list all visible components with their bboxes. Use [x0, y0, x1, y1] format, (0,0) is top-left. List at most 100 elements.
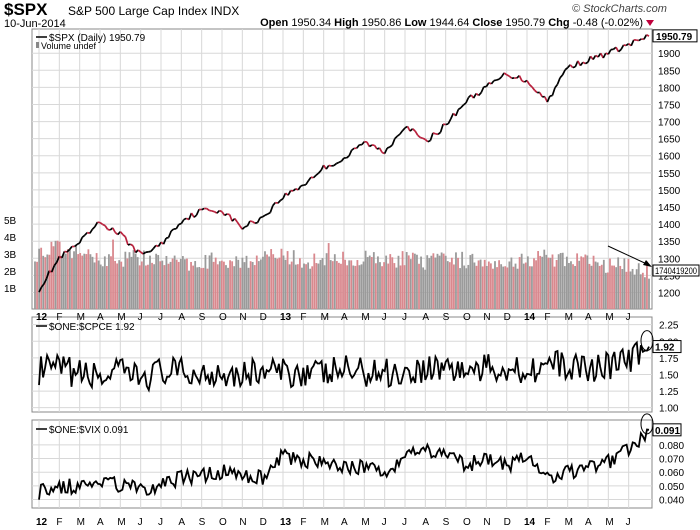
volume-bar [619, 265, 622, 309]
x-tick-label-top: M [77, 312, 85, 323]
price-segment [269, 205, 274, 213]
volume-bar [225, 265, 227, 309]
price-tick-label: 1200 [658, 288, 681, 299]
close-value: 1950.79 [505, 17, 546, 29]
volume-bar [574, 265, 576, 309]
price-segment [445, 123, 449, 126]
volume-bar [190, 261, 192, 309]
x-tick-label-top: J [138, 312, 143, 323]
x-tick-label-bottom: 12 [36, 517, 48, 528]
x-tick-label-bottom: M [77, 517, 85, 528]
volume-bar [594, 261, 597, 309]
volume-bar [103, 256, 106, 309]
volume-bar [81, 255, 84, 309]
price-segment [607, 49, 612, 55]
volume-bar [208, 255, 211, 309]
price-segment [508, 75, 513, 79]
open-label: Open [260, 17, 289, 29]
x-tick-label-top: D [260, 312, 267, 323]
volume-bar [461, 251, 464, 309]
price-segment [528, 84, 533, 88]
volume-bar [34, 261, 36, 309]
volume-bar [276, 258, 279, 309]
volume-bar [220, 260, 223, 309]
volume-bar [85, 254, 88, 309]
price-segment [267, 211, 271, 215]
x-tick-label-top: F [300, 312, 306, 323]
price-segment [282, 192, 287, 200]
volume-bar [42, 255, 45, 309]
volume-bar [278, 257, 281, 309]
volume-bar [457, 257, 459, 309]
price-segment [625, 43, 630, 47]
volume-bar [105, 266, 108, 309]
volume-bar [317, 263, 320, 309]
volume-bar [430, 255, 433, 309]
price-tick-label: 1400 [658, 220, 681, 231]
price-segment [53, 261, 58, 267]
price-tick-label: 1550 [658, 169, 681, 180]
x-tick-label-bottom: F [300, 517, 306, 528]
volume-bar [623, 258, 626, 309]
price-segment [104, 225, 109, 230]
volume-bar [259, 259, 262, 309]
price-segment [549, 94, 553, 97]
price-segment [620, 44, 625, 50]
price-segment [399, 130, 404, 135]
volume-bar [186, 258, 188, 309]
price-tick-label: 1700 [658, 118, 681, 129]
volume-bar [370, 257, 373, 309]
volume-bar [155, 253, 158, 309]
volume-bar [284, 259, 287, 309]
x-tick-label-bottom: A [97, 517, 104, 528]
volume-bar [274, 257, 277, 309]
price-segment [412, 128, 416, 132]
volume-bar [280, 248, 283, 309]
price-segment [391, 138, 396, 146]
volume-bar [253, 265, 256, 309]
price-segment [81, 234, 86, 239]
volume-bar [592, 255, 595, 309]
volume-bar [481, 266, 484, 309]
volume-bar [438, 255, 441, 309]
x-tick-label-top: N [483, 312, 490, 323]
x-tick-label-top: O [219, 312, 227, 323]
price-segment [111, 227, 116, 233]
volume-bar [465, 268, 468, 309]
x-tick-label-bottom: J [626, 517, 631, 528]
volume-bar [214, 257, 217, 309]
price-segment [493, 79, 497, 82]
volume-bar [487, 261, 490, 309]
price-segment [277, 199, 282, 204]
volume-bar [494, 261, 496, 309]
price-segment [437, 131, 442, 135]
volume-bar [600, 264, 603, 309]
volume-bar [360, 264, 363, 309]
price-segment [551, 87, 556, 96]
cpce-last-value: 1.92 [655, 343, 675, 354]
price-segment [99, 221, 104, 226]
price-segment [43, 277, 48, 285]
x-tick-label-top: A [341, 312, 348, 323]
low-value: 1944.64 [429, 17, 470, 29]
volume-bar [520, 253, 523, 309]
volume-bar [570, 261, 572, 309]
price-segment [224, 213, 228, 217]
price-segment [617, 48, 622, 53]
volume-legend-swatch [36, 42, 39, 48]
symbol: $SPX [4, 0, 48, 19]
volume-bar [409, 259, 412, 309]
volume-bar [299, 258, 301, 309]
volume-bar [416, 254, 418, 309]
volume-bar [247, 267, 250, 309]
price-segment [378, 147, 383, 153]
volume-bar [138, 265, 141, 309]
x-tick-label-bottom: S [199, 517, 206, 528]
volume-bar [537, 251, 540, 309]
volume-bar [420, 256, 422, 309]
price-segment [119, 231, 124, 236]
volume-bar [518, 257, 521, 309]
price-segment [132, 245, 137, 253]
volume-bar [568, 262, 570, 309]
